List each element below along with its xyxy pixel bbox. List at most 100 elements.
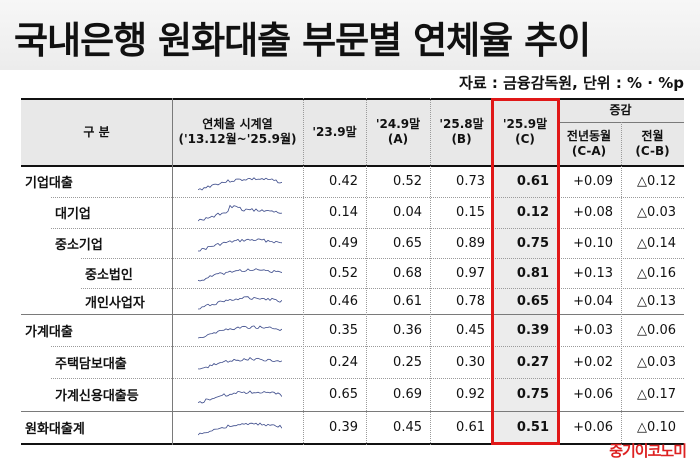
cell-mom: △0.16 bbox=[637, 265, 676, 281]
row-divider-section bbox=[21, 314, 684, 315]
cell-v4: 0.27 bbox=[516, 354, 549, 370]
cell-v2: 0.69 bbox=[393, 387, 422, 402]
current-month-highlight bbox=[491, 98, 560, 445]
cell-v4: 0.61 bbox=[516, 174, 549, 189]
cell-v2: 0.36 bbox=[393, 322, 422, 338]
change-header-divider bbox=[557, 122, 684, 123]
timeseries-thumbnail bbox=[198, 325, 282, 339]
cell-v2: 0.45 bbox=[393, 419, 422, 435]
cell-v2: 0.65 bbox=[393, 235, 422, 251]
cell-v4: 0.81 bbox=[516, 265, 549, 281]
cell-mom: △0.12 bbox=[637, 174, 676, 189]
cell-mom: △0.10 bbox=[637, 419, 676, 435]
row-divider-section bbox=[21, 411, 684, 412]
cell-mom: △0.06 bbox=[637, 322, 676, 338]
cell-v3: 0.92 bbox=[456, 387, 485, 402]
cell-mom: △0.03 bbox=[637, 354, 676, 370]
col-divider bbox=[303, 98, 304, 445]
col-divider bbox=[172, 98, 173, 445]
cell-v2: 0.25 bbox=[393, 354, 422, 370]
row-label: 개인사업자 bbox=[85, 295, 145, 311]
timeseries-thumbnail bbox=[198, 204, 282, 221]
cell-v4: 0.51 bbox=[516, 419, 549, 435]
timeseries-thumbnail bbox=[198, 238, 282, 252]
cell-v4: 0.75 bbox=[516, 387, 549, 402]
timeseries-thumbnail-line bbox=[198, 422, 282, 436]
cell-v1: 0.65 bbox=[329, 387, 358, 402]
cell-v4: 0.39 bbox=[516, 322, 549, 338]
header-timeseries-line2: ('13.12월~'25.9월) bbox=[178, 132, 297, 146]
row-label: 가계신용대출등 bbox=[55, 389, 139, 404]
cell-v2: 0.61 bbox=[393, 293, 422, 309]
table-bottom-border bbox=[21, 443, 684, 445]
header-col2-line2: (A) bbox=[387, 132, 409, 146]
row-label: 중소법인 bbox=[85, 267, 133, 283]
cell-v1: 0.42 bbox=[329, 174, 358, 189]
header-yoy-line2: (C-A) bbox=[571, 144, 607, 158]
header-timeseries: 연체율 시계열 ('13.12월~'25.9월) bbox=[172, 98, 303, 166]
row-label: 기업대출 bbox=[25, 176, 73, 191]
cell-v3: 0.97 bbox=[456, 265, 485, 281]
cell-v1: 0.24 bbox=[329, 354, 358, 370]
header-col3-line2: (B) bbox=[451, 132, 472, 146]
row-label: 원화대출계 bbox=[25, 421, 85, 437]
header-yoy: 전년동월 (C-A) bbox=[557, 122, 621, 166]
cell-v3: 0.61 bbox=[456, 419, 485, 435]
col-divider bbox=[366, 98, 367, 445]
header-yoy-line1: 전년동월 bbox=[566, 129, 612, 143]
timeseries-thumbnail bbox=[198, 422, 282, 436]
header-col4: '25.9말 (C) bbox=[493, 98, 557, 166]
cell-v3: 0.45 bbox=[456, 322, 485, 338]
cell-v1: 0.46 bbox=[329, 293, 358, 309]
timeseries-thumbnail bbox=[198, 176, 282, 191]
header-mom-line1: 전월 bbox=[641, 129, 664, 143]
timeseries-thumbnail bbox=[198, 357, 282, 370]
page-title: 국내은행 원화대출 부문별 연체율 추이 bbox=[14, 19, 591, 62]
cell-v4: 0.65 bbox=[516, 293, 549, 309]
col-divider bbox=[621, 122, 622, 445]
cell-v1: 0.52 bbox=[329, 265, 358, 281]
header-bottom-border bbox=[21, 165, 684, 167]
row-label: 가계대출 bbox=[25, 324, 73, 340]
table-header-background bbox=[21, 98, 684, 166]
timeseries-thumbnail-line bbox=[198, 176, 282, 191]
cell-mom: △0.13 bbox=[637, 293, 676, 309]
cell-mom: △0.14 bbox=[637, 235, 676, 251]
header-col3: '25.8말 (B) bbox=[430, 98, 493, 166]
cell-mom: △0.03 bbox=[637, 205, 676, 220]
timeseries-thumbnail-line bbox=[198, 389, 282, 403]
cell-v3: 0.78 bbox=[456, 293, 485, 309]
cell-yoy: +0.03 bbox=[573, 322, 613, 338]
timeseries-thumbnail bbox=[198, 389, 282, 403]
row-divider bbox=[81, 258, 684, 259]
header-change: 증감 bbox=[609, 102, 632, 117]
cell-v4: 0.75 bbox=[516, 235, 549, 251]
row-divider bbox=[51, 228, 684, 229]
source-note: 자료 : 금융감독원, 단위 : % · %p bbox=[459, 74, 684, 92]
cell-yoy: +0.09 bbox=[573, 174, 613, 189]
header-col4-line1: '25.9말 bbox=[502, 117, 548, 131]
header-mom: 전월 (C-B) bbox=[621, 122, 684, 166]
row-divider bbox=[51, 346, 684, 347]
header-timeseries-line1: 연체율 시계열 bbox=[202, 117, 273, 131]
header-mom-line2: (C-B) bbox=[635, 144, 670, 158]
timeseries-thumbnail bbox=[198, 296, 282, 310]
row-divider bbox=[81, 288, 684, 289]
row-divider bbox=[51, 197, 684, 198]
cell-v2: 0.04 bbox=[393, 205, 422, 220]
cell-v1: 0.39 bbox=[329, 419, 358, 435]
header-col1: '23.9말 bbox=[312, 124, 357, 139]
header-col2-line1: '24.9말 bbox=[375, 117, 421, 131]
cell-yoy: +0.06 bbox=[573, 419, 613, 435]
row-divider bbox=[51, 378, 684, 379]
title-bar bbox=[0, 0, 700, 70]
cell-v3: 0.89 bbox=[456, 235, 485, 251]
header-col2: '24.9말 (A) bbox=[366, 98, 430, 166]
cell-v1: 0.49 bbox=[329, 235, 358, 251]
publisher-logo: 중기이코노미 bbox=[609, 442, 687, 460]
timeseries-thumbnail-line bbox=[198, 268, 282, 282]
timeseries-thumbnail bbox=[198, 268, 282, 282]
cell-v3: 0.30 bbox=[456, 354, 485, 370]
timeseries-thumbnail-line bbox=[198, 325, 282, 339]
cell-yoy: +0.02 bbox=[573, 354, 613, 370]
